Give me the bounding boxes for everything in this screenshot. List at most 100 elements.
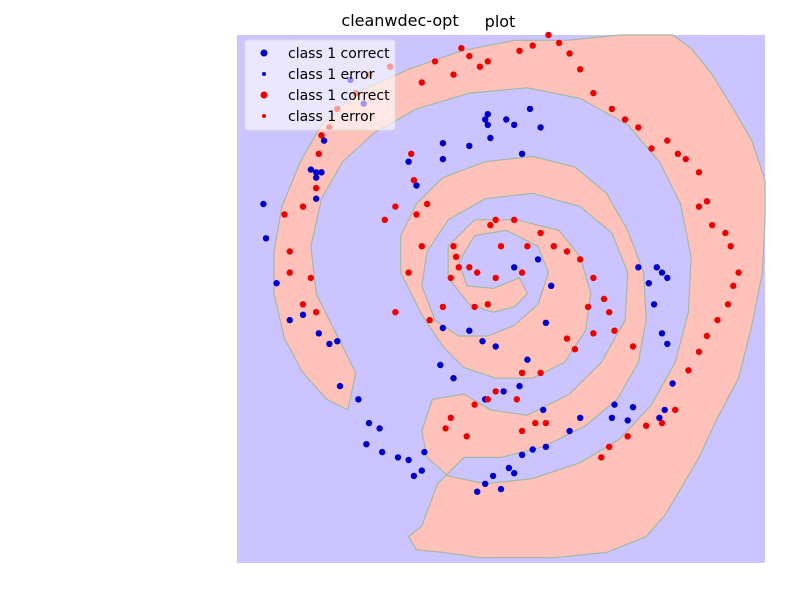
blue-point <box>529 446 536 453</box>
legend-label: class 1 error <box>288 109 375 125</box>
red-point <box>315 150 322 157</box>
red-point <box>714 316 721 324</box>
plot-area <box>237 31 766 563</box>
red-point <box>418 243 425 250</box>
red-point <box>281 211 288 218</box>
blue-point <box>363 441 370 448</box>
red-point <box>484 301 491 308</box>
red-point <box>563 335 571 342</box>
blue-point <box>313 174 320 181</box>
red-point <box>447 274 454 282</box>
blue-point <box>421 448 428 456</box>
red-point <box>537 369 544 377</box>
red-point <box>313 184 320 192</box>
red-spiral-region <box>273 34 766 559</box>
red-point <box>730 282 737 289</box>
red-point <box>450 243 457 250</box>
red-point <box>431 58 439 65</box>
red-point <box>524 243 531 250</box>
red-point <box>476 63 484 70</box>
red-point <box>643 422 650 429</box>
blue-point <box>313 195 320 202</box>
red-point <box>392 309 399 316</box>
red-point <box>563 248 571 255</box>
red-point <box>492 274 499 282</box>
red-point <box>685 367 692 374</box>
red-point <box>405 269 412 276</box>
red-point <box>286 248 293 255</box>
legend-box <box>244 39 396 131</box>
red-point <box>695 203 703 210</box>
red-point <box>492 388 499 395</box>
blue-point <box>511 264 518 271</box>
blue-point <box>479 338 486 345</box>
red-point <box>307 274 315 282</box>
blue-point <box>484 121 491 128</box>
red-point <box>672 406 679 414</box>
blue-point <box>511 121 518 128</box>
red-point <box>447 414 454 421</box>
red-point <box>724 301 732 308</box>
red-point <box>611 327 618 334</box>
blue-point <box>518 150 526 157</box>
red-point <box>571 346 579 353</box>
legend-label: class 1 correct <box>288 46 390 62</box>
red-point <box>518 369 526 377</box>
red-point <box>600 295 608 303</box>
blue-point <box>474 488 481 495</box>
red-point <box>484 396 491 403</box>
blue-point <box>516 382 523 390</box>
red-point <box>566 50 573 57</box>
blue-point <box>286 316 293 324</box>
blue-point <box>658 330 666 337</box>
red-point <box>542 419 550 427</box>
red-point <box>513 396 520 403</box>
red-point <box>648 145 655 152</box>
legend-label: class 1 correct <box>288 88 390 104</box>
blue-point <box>511 470 518 477</box>
red-point <box>318 132 325 139</box>
red-point <box>413 211 420 218</box>
blue-point <box>624 417 631 424</box>
red-point <box>492 216 499 223</box>
blue-point <box>260 200 267 208</box>
red-point <box>463 433 470 440</box>
chart-title-left: cleanwdec-opt <box>341 11 458 30</box>
blue-point <box>450 375 457 382</box>
blue-point <box>664 340 671 348</box>
blue-point <box>537 124 544 131</box>
red-point <box>471 401 478 408</box>
red-point <box>392 203 399 210</box>
blue-point <box>542 319 550 326</box>
red-point <box>664 137 671 144</box>
blue-point <box>577 414 584 421</box>
red-point <box>442 425 449 432</box>
blue-point <box>273 280 280 287</box>
blue-point <box>542 443 550 450</box>
red-point <box>518 269 526 276</box>
blue-point <box>379 448 386 456</box>
red-point <box>590 274 597 282</box>
red-point <box>550 243 557 250</box>
legend-marker <box>262 72 266 76</box>
blue-point <box>492 343 499 350</box>
blue-point <box>318 169 325 176</box>
blue-point <box>540 406 547 414</box>
red-point <box>484 58 491 65</box>
red-point <box>606 443 613 450</box>
red-point <box>629 343 637 350</box>
blue-point <box>439 140 447 147</box>
red-point <box>450 71 457 78</box>
red-point <box>590 330 597 337</box>
blue-point <box>376 425 383 432</box>
blue-point <box>413 182 420 189</box>
blue-point <box>320 137 328 144</box>
blue-point <box>482 116 489 123</box>
blue-point <box>487 134 494 142</box>
red-point <box>635 124 642 131</box>
blue-point <box>566 427 573 435</box>
blue-point <box>524 356 531 363</box>
red-point <box>674 150 682 157</box>
blue-point <box>503 116 510 123</box>
